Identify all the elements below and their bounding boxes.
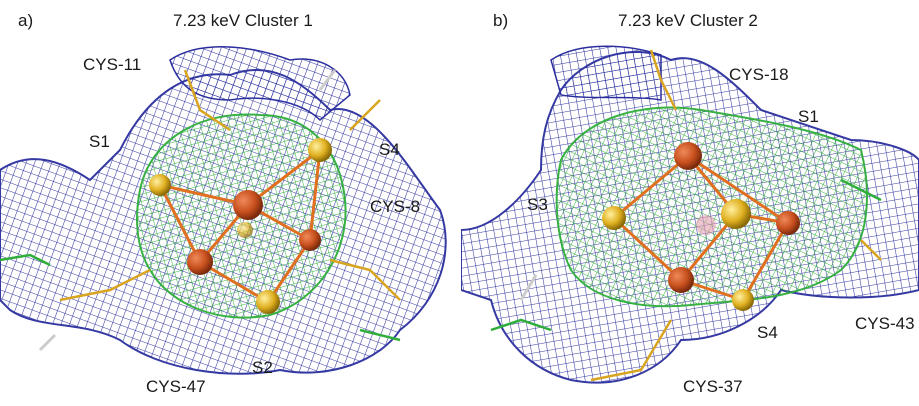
density-map-a [0,46,447,375]
panel-title: 7.23 keV Cluster 2 [618,11,758,30]
iron-atom [233,190,263,220]
backbone-b [490,178,882,332]
stick-white-a2 [38,333,57,352]
iron-atom [674,142,702,170]
sulfur-atom [602,206,626,230]
residue-label: CYS-8 [370,197,421,216]
sulfur-atom [696,215,716,235]
iron-atom [299,229,321,251]
density-map-b [461,45,919,384]
backbone-a [0,253,401,342]
atom-label: S3 [527,195,548,214]
panel-a: a) 7.23 keV Cluster 1 CYS-11 S1 S4 CYS-8… [0,0,459,406]
sulfur-atom [308,138,332,162]
residue-label: CYS-43 [855,314,915,333]
residue-label: CYS-47 [146,377,206,396]
atom-label: S4 [379,140,400,159]
sulfur-atom [149,174,171,196]
stick-white-a [318,69,337,91]
atom-label: S1 [798,107,819,126]
residue-label: CYS-37 [683,377,743,396]
panel-b: b) 7.23 keV Cluster 2 CYS-18 S1 S3 S4 CY… [461,0,919,406]
residue-label: CYS-11 [83,55,142,74]
stick-white-b [519,274,538,301]
iron-atom [668,267,694,293]
blue-mesh-a-top [169,46,351,122]
residue-label: CYS-18 [729,65,789,84]
panel-letter: b) [493,11,509,30]
cys-sticks-b [590,49,882,382]
green-mesh-b [555,106,868,308]
sulfur-atom [237,222,253,238]
panel-letter: a) [18,11,34,30]
panel-title: 7.23 keV Cluster 1 [173,11,313,30]
sulfur-atom [721,199,751,229]
iron-atom [187,249,213,275]
iron-atom [776,211,800,235]
atom-label: S1 [89,132,110,151]
blue-mesh-b-top [550,45,662,101]
cys-sticks-a [59,69,401,302]
sulfur-atom [732,289,754,311]
atom-label: S2 [252,358,273,377]
sulfur-atom [256,290,280,314]
atom-label: S4 [757,323,778,342]
